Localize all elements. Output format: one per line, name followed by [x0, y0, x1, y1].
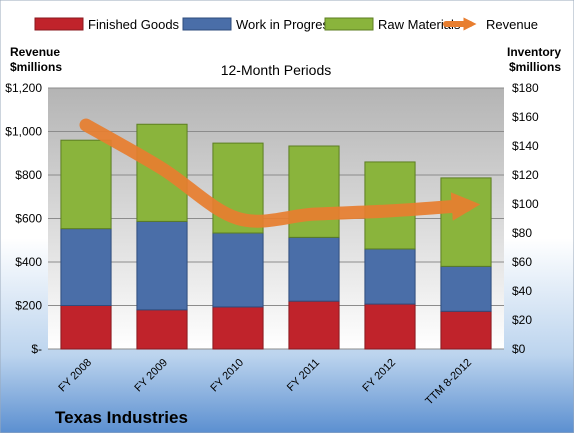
right-tick-label: $0 — [512, 342, 526, 356]
legend-swatch-work-in-progress — [182, 17, 232, 31]
right-tick-label: $100 — [512, 197, 539, 211]
right-tick-label: $120 — [512, 168, 539, 182]
right-tick-label: $160 — [512, 110, 539, 124]
right-tick-label: $60 — [512, 255, 532, 269]
bar-raw-materials-fy-2008 — [60, 139, 112, 230]
legend: Finished Goods Work in Progress Raw Mate… — [34, 17, 538, 32]
legend-swatch-finished-goods — [34, 17, 84, 31]
right-axis-title-line1: Inventory — [507, 45, 561, 59]
bar-work-in-progress-fy-2012 — [364, 248, 416, 305]
revenue-line — [79, 118, 481, 228]
bar-work-in-progress-ttm-8-2012 — [440, 265, 492, 312]
bar-finished-goods-ttm-8-2012 — [440, 310, 492, 350]
revenue-line-layer — [79, 118, 481, 228]
legend-label-work-in-progress: Work in Progress — [236, 17, 336, 32]
bar-finished-goods-fy-2009 — [136, 309, 188, 350]
legend-label-raw-materials: Raw Materials — [378, 17, 461, 32]
left-tick-label: $600 — [15, 212, 42, 226]
right-axis-title-line2: $millions — [509, 60, 561, 74]
bar-finished-goods-fy-2012 — [364, 303, 416, 350]
left-tick-label: $- — [31, 342, 42, 356]
bar-work-in-progress-fy-2009 — [136, 220, 188, 311]
bar-work-in-progress-fy-2008 — [60, 228, 112, 306]
bar-work-in-progress-fy-2011 — [288, 236, 340, 302]
left-tick-label: $200 — [15, 299, 42, 313]
right-tick-label: $80 — [512, 226, 532, 240]
left-tick-label: $800 — [15, 168, 42, 182]
left-tick-label: $400 — [15, 255, 42, 269]
right-tick-label: $180 — [512, 81, 539, 95]
left-tick-label: $1,200 — [5, 81, 42, 95]
legend-swatch-raw-materials — [324, 17, 374, 31]
bar-finished-goods-fy-2010 — [212, 306, 264, 350]
bar-raw-materials-ttm-8-2012 — [440, 177, 492, 267]
company-name: Texas Industries — [55, 408, 188, 427]
left-axis-title-line1: Revenue — [10, 45, 60, 59]
legend-label-finished-goods: Finished Goods — [88, 17, 180, 32]
right-tick-label: $140 — [512, 139, 539, 153]
legend-label-revenue: Revenue — [486, 17, 538, 32]
left-tick-label: $1,000 — [5, 125, 42, 139]
left-axis-title-line2: $millions — [10, 60, 62, 74]
bar-finished-goods-fy-2011 — [288, 300, 340, 350]
right-tick-label: $20 — [512, 313, 532, 327]
right-tick-label: $40 — [512, 284, 532, 298]
bar-finished-goods-fy-2008 — [60, 305, 112, 350]
bar-work-in-progress-fy-2010 — [212, 232, 264, 308]
bar-raw-materials-fy-2011 — [288, 145, 340, 238]
chart-title: 12-Month Periods — [221, 62, 332, 78]
